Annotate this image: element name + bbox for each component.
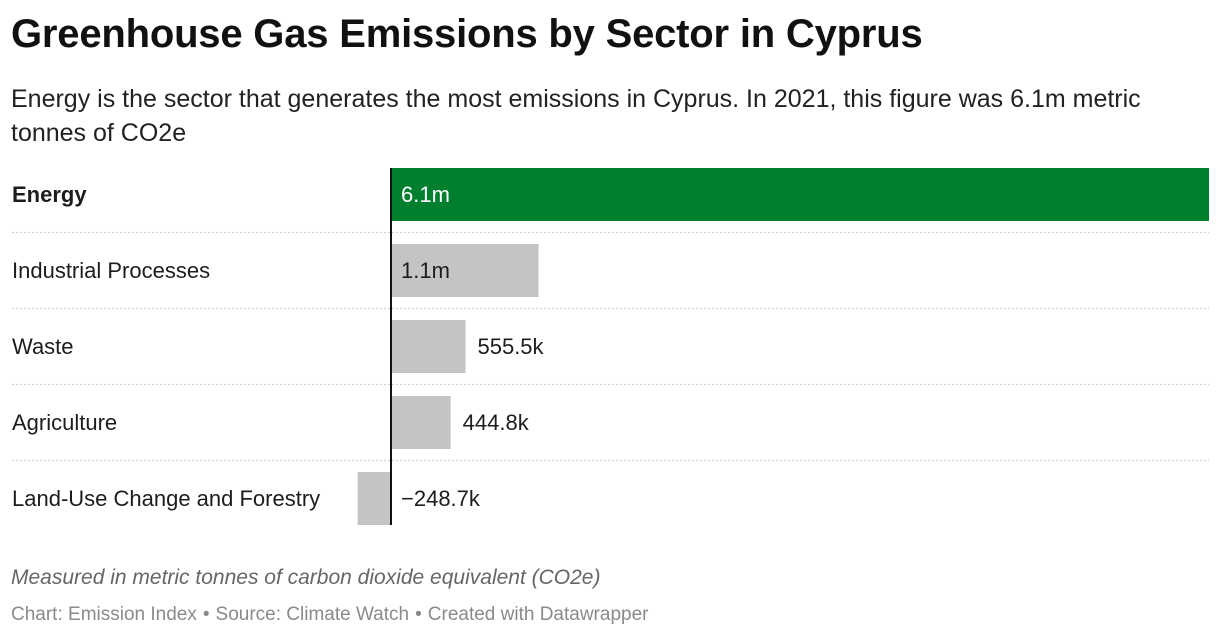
category-label: Industrial Processes bbox=[12, 258, 210, 283]
chart-footer: Chart: Emission Index • Source: Climate Wa… bbox=[11, 604, 648, 626]
value-label: 444.8k bbox=[463, 410, 530, 435]
category-label: Waste bbox=[12, 334, 74, 359]
chart-subtitle: Energy is the sector that generates the … bbox=[11, 85, 1141, 147]
footer-separator: • bbox=[415, 604, 422, 625]
bar bbox=[391, 320, 466, 373]
bar bbox=[391, 396, 451, 449]
bar-chart: Energy 6.1m Industrial Processes 1.1m Waste 5… bbox=[12, 168, 1209, 525]
value-label: 555.5k bbox=[477, 334, 544, 359]
chart-credit: Chart: Emission Index bbox=[11, 604, 197, 625]
category-label: Land-Use Change and Forestry bbox=[12, 486, 320, 511]
bar bbox=[391, 168, 1209, 221]
bar bbox=[357, 472, 391, 525]
bar bbox=[391, 244, 539, 297]
value-label: −248.7k bbox=[401, 486, 481, 511]
category-label: Energy bbox=[12, 182, 87, 207]
value-label: 6.1m bbox=[401, 182, 450, 207]
chart-notes: Measured in metric tonnes of carbon diox… bbox=[11, 566, 601, 589]
source-credit: Source: Climate Watch bbox=[215, 604, 410, 625]
category-label: Agriculture bbox=[12, 410, 117, 435]
tool-credit: Created with Datawrapper bbox=[427, 604, 649, 625]
footer-separator: • bbox=[202, 604, 210, 625]
value-label: 1.1m bbox=[401, 258, 450, 283]
chart-title: Greenhouse Gas Emissions by Sector in Cy… bbox=[11, 12, 923, 56]
